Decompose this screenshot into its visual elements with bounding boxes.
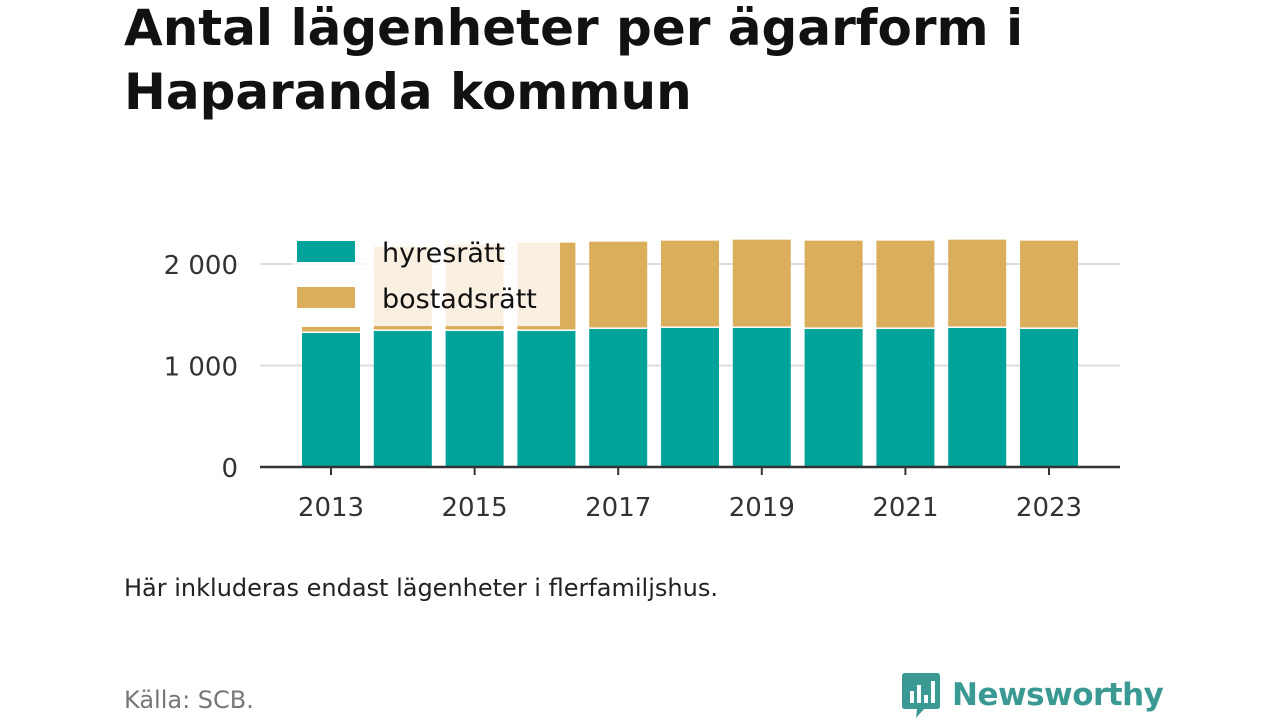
bar-hyresratt	[589, 328, 648, 467]
y-tick-label: 1 000	[164, 353, 238, 383]
bar-bostadsratt	[302, 326, 360, 332]
bar-hyresratt	[948, 327, 1007, 467]
legend-label-hyresratt: hyresrätt	[382, 238, 505, 269]
bar-bostadsratt	[804, 240, 863, 328]
bar-bostadsratt	[1020, 240, 1078, 328]
bar-hyresratt	[876, 328, 935, 467]
legend-swatch-bostadsratt	[297, 287, 355, 308]
bar-hyresratt	[732, 327, 791, 467]
legend-label-bostadsratt: bostadsrätt	[382, 284, 537, 315]
chart-title: Antal lägenheter per ägarform i Haparand…	[124, 0, 1024, 121]
legend-swatch-hyresratt	[297, 241, 355, 262]
bar-hyresratt	[661, 327, 719, 467]
bar-bostadsratt	[876, 240, 935, 328]
bar-hyresratt	[804, 328, 863, 467]
bar-hyresratt	[1020, 328, 1078, 467]
axes: 2013 2015 2017 2019 2021 2023	[260, 465, 1120, 523]
chart-note: Här inkluderas endast lägenheter i flerf…	[124, 574, 718, 602]
x-tick-label: 2023	[1016, 493, 1082, 523]
newsworthy-logo-icon	[902, 673, 940, 718]
bar-hyresratt	[517, 330, 576, 467]
bar-bostadsratt	[948, 239, 1007, 327]
bar-bostadsratt	[661, 240, 719, 327]
bar-hyresratt	[302, 333, 360, 467]
x-tick-label: 2019	[729, 493, 795, 523]
bar-bostadsratt	[589, 241, 648, 328]
source-credit: Källa: SCB.	[124, 686, 254, 714]
y-tick-label: 0	[221, 454, 238, 484]
y-tick-label: 2 000	[164, 251, 238, 281]
x-tick-label: 2021	[872, 493, 938, 523]
x-tick-label: 2015	[442, 493, 508, 523]
legend: hyresrätt bostadsrätt	[292, 232, 560, 326]
x-tick-label: 2013	[298, 493, 364, 523]
brand-name: Newsworthy	[952, 677, 1164, 713]
x-tick-label: 2017	[585, 493, 651, 523]
bar-bostadsratt	[732, 239, 791, 327]
bar-hyresratt	[373, 330, 432, 467]
newsworthy-logo: Newsworthy	[900, 670, 1164, 720]
bar-hyresratt	[445, 330, 504, 467]
